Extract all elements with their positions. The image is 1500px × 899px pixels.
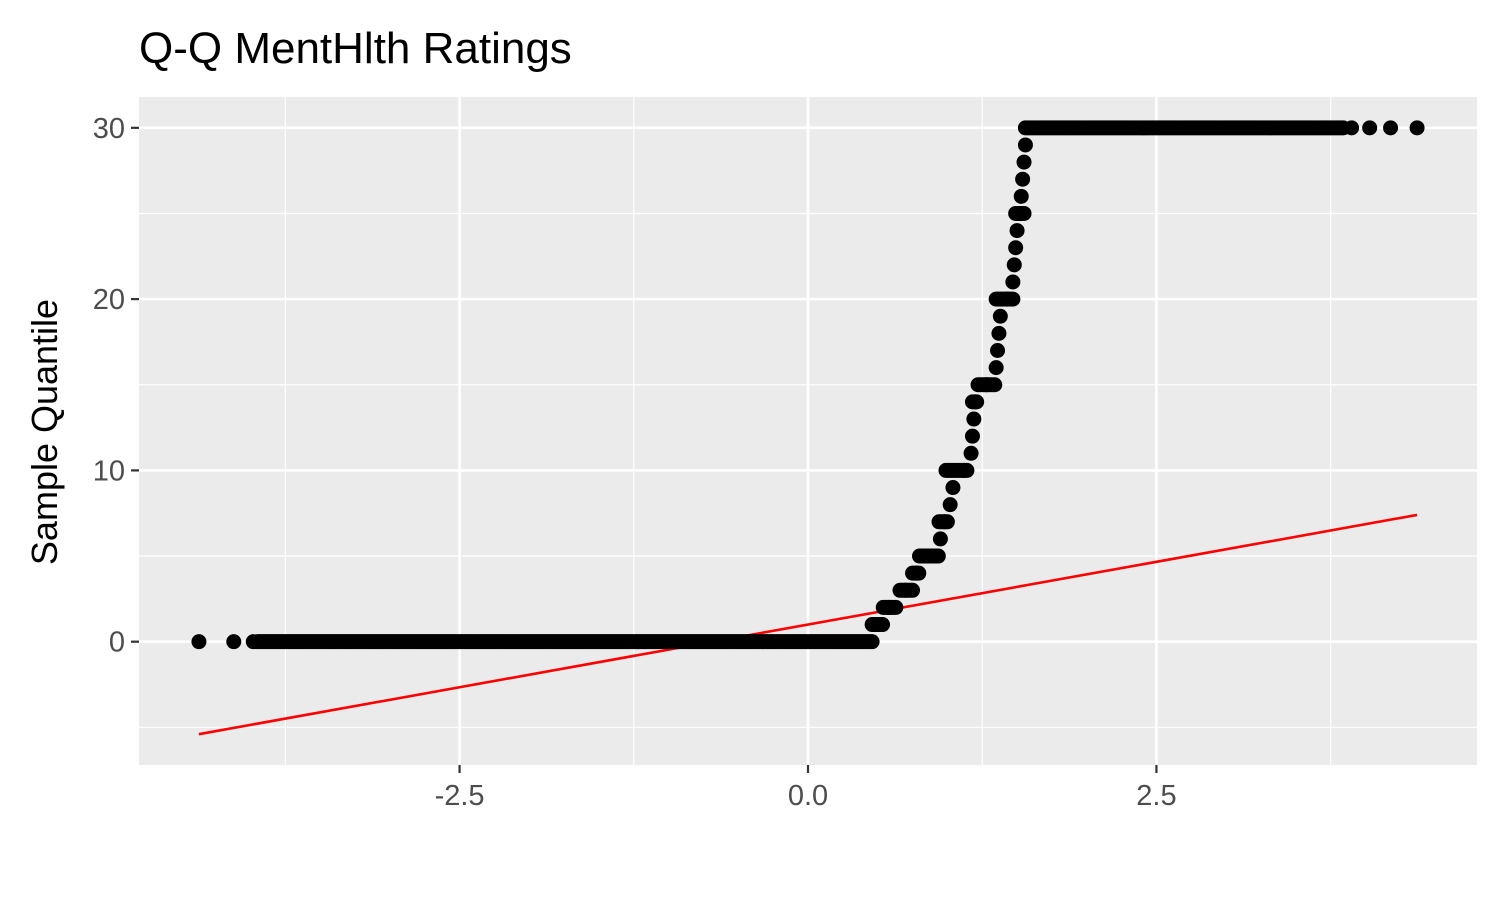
- data-point: [1006, 257, 1022, 273]
- data-point: [942, 497, 958, 513]
- data-point: [920, 548, 936, 564]
- data-point: [1409, 120, 1425, 136]
- data-point: [898, 582, 914, 598]
- data-point: [1009, 223, 1025, 239]
- data-point: [191, 634, 207, 650]
- y-tick-label: 30: [93, 113, 125, 145]
- data-point: [988, 360, 1004, 376]
- data-point: [963, 445, 979, 461]
- data-point: [964, 428, 980, 444]
- data-point: [991, 325, 1007, 341]
- data-point: [1012, 205, 1028, 221]
- chart-title: Q-Q MentHlth Ratings: [139, 24, 572, 73]
- data-point: [226, 634, 242, 650]
- data-point: [978, 377, 994, 393]
- data-point: [930, 548, 946, 564]
- y-axis-label: Sample Quantile: [24, 299, 65, 565]
- x-tick-label: -2.5: [435, 780, 485, 812]
- data-point: [1008, 240, 1024, 256]
- data-point: [872, 617, 888, 633]
- y-axis: 0 10 20 30: [93, 113, 139, 659]
- data-point: [945, 480, 961, 496]
- y-tick-label: 10: [93, 455, 125, 487]
- data-point: [1383, 120, 1399, 136]
- x-tick-label: 0.0: [788, 780, 828, 812]
- data-point: [1005, 274, 1021, 290]
- data-point: [245, 634, 261, 650]
- data-point: [1017, 137, 1033, 153]
- data-point: [1015, 171, 1031, 187]
- reference-line: [198, 513, 1418, 736]
- points-group: [191, 120, 1425, 650]
- data-point: [999, 291, 1015, 307]
- data-point: [881, 599, 897, 615]
- data-point: [1016, 154, 1032, 170]
- x-axis: -2.5 0.0 2.5: [435, 765, 1177, 812]
- data-point: [1362, 120, 1378, 136]
- data-point: [909, 565, 925, 581]
- data-point: [937, 514, 953, 530]
- y-tick-label: 0: [109, 627, 125, 659]
- data-point: [932, 531, 948, 547]
- data-point: [1013, 188, 1029, 204]
- data-point: [1344, 120, 1360, 136]
- data-point: [966, 411, 982, 427]
- data-point: [967, 394, 983, 410]
- major-grid: [139, 97, 1477, 765]
- y-tick-label: 20: [93, 284, 125, 316]
- data-point: [864, 634, 880, 650]
- x-tick-label: 2.5: [1136, 780, 1176, 812]
- data-point: [992, 308, 1008, 324]
- reference-line-group: [198, 513, 1418, 736]
- data-point: [956, 462, 972, 478]
- data-point: [990, 342, 1006, 358]
